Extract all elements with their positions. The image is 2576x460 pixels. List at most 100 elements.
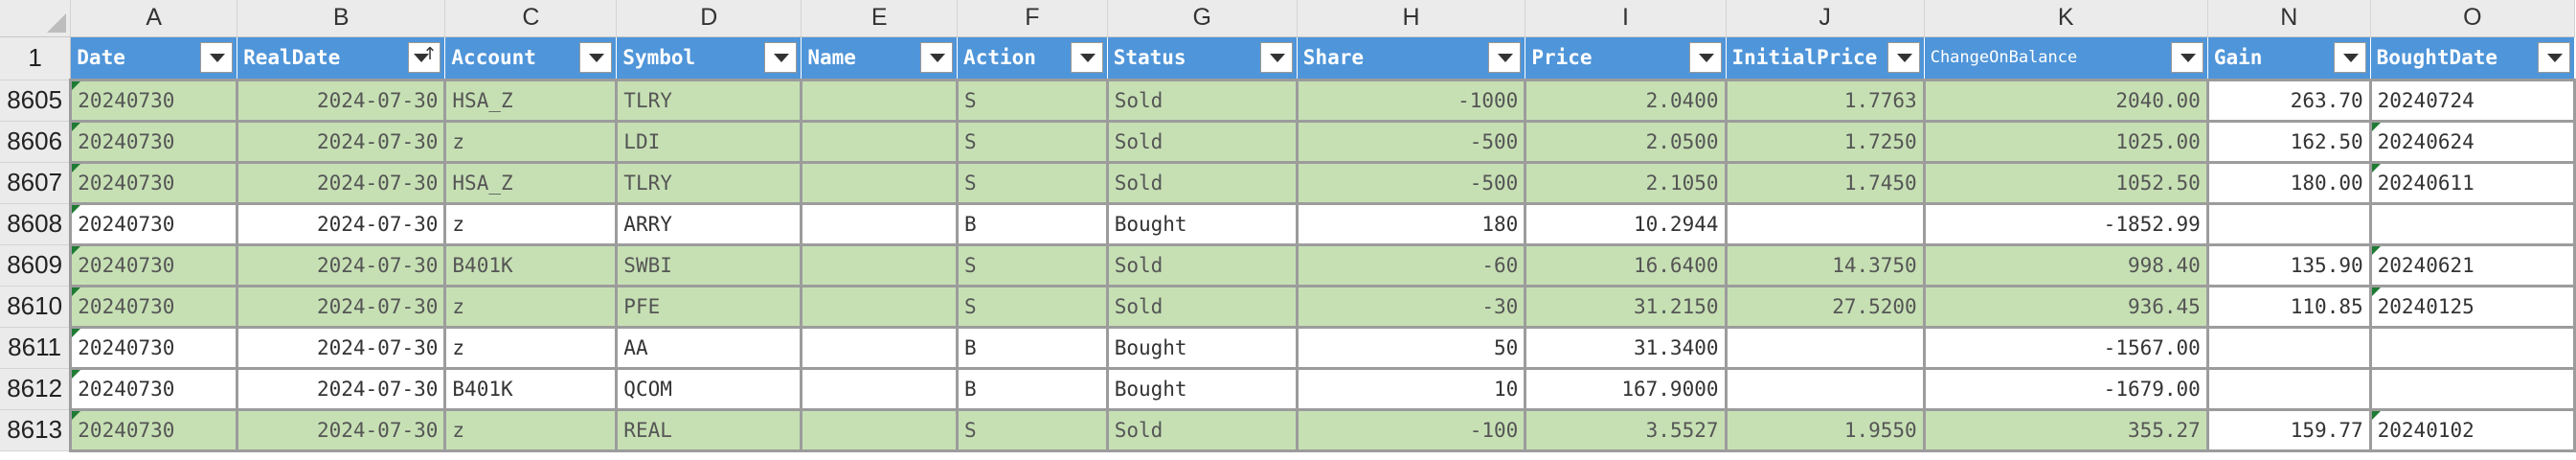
cell-account[interactable]: B401K (443, 366, 619, 411)
column-header-f[interactable]: F (957, 0, 1108, 37)
filter-dropdown-button[interactable] (200, 41, 234, 73)
filter-dropdown-button[interactable] (1070, 41, 1103, 73)
cell-date[interactable]: 20240730 (69, 407, 239, 452)
cell-change[interactable]: 355.27 (1922, 407, 2209, 452)
cell-bought[interactable]: 20240611 (2368, 160, 2576, 205)
cell-price[interactable]: 167.9000 (1524, 366, 1728, 411)
cell-realdate[interactable]: 2024-07-30 (236, 119, 447, 164)
filter-dropdown-button[interactable] (1688, 41, 1722, 73)
cell-gain[interactable] (2205, 366, 2372, 411)
cell-gain[interactable]: 162.50 (2205, 119, 2372, 164)
cell-date[interactable]: 20240730 (69, 284, 239, 329)
cell-name[interactable] (800, 160, 960, 205)
cell-share[interactable]: -1000 (1295, 78, 1527, 123)
cell-share[interactable]: 50 (1295, 325, 1527, 370)
cell-price[interactable]: 16.6400 (1524, 242, 1728, 288)
cell-initial[interactable]: 1.7450 (1724, 160, 1926, 205)
cell-share[interactable]: -100 (1295, 407, 1527, 452)
cell-bought[interactable]: 20240621 (2368, 242, 2576, 288)
cell-name[interactable] (800, 325, 960, 370)
cell-symbol[interactable]: AA (615, 325, 803, 370)
cell-price[interactable]: 2.0500 (1524, 119, 1728, 164)
cell-action[interactable]: S (956, 160, 1109, 205)
cell-change[interactable]: 2040.00 (1922, 78, 2209, 123)
row-number[interactable]: 8606 (0, 121, 72, 163)
cell-action[interactable]: B (956, 201, 1109, 246)
cell-gain[interactable]: 135.90 (2205, 242, 2372, 288)
cell-status[interactable]: Bought (1105, 201, 1299, 246)
cell-account[interactable]: B401K (443, 242, 619, 288)
filter-dropdown-button[interactable] (2333, 41, 2366, 73)
cell-change[interactable]: -1852.99 (1922, 201, 2209, 246)
cell-bought[interactable] (2368, 366, 2576, 411)
cell-symbol[interactable]: QCOM (615, 366, 803, 411)
cell-symbol[interactable]: REAL (615, 407, 803, 452)
cell-share[interactable]: 10 (1295, 366, 1527, 411)
cell-symbol[interactable]: TLRY (615, 160, 803, 205)
cell-initial[interactable]: 14.3750 (1724, 242, 1926, 288)
cell-date[interactable]: 20240730 (69, 366, 239, 411)
cell-price[interactable]: 31.2150 (1524, 284, 1728, 329)
filter-dropdown-button[interactable] (2170, 41, 2203, 73)
cell-name[interactable] (800, 78, 960, 123)
cell-realdate[interactable]: 2024-07-30 (236, 78, 447, 123)
cell-status[interactable]: Sold (1105, 119, 1299, 164)
cell-bought[interactable]: 20240624 (2368, 119, 2576, 164)
column-header-k[interactable]: K (1924, 0, 2208, 37)
filter-dropdown-button[interactable] (2538, 41, 2570, 73)
cell-initial[interactable]: 1.7250 (1724, 119, 1926, 164)
cell-status[interactable]: Bought (1105, 325, 1299, 370)
cell-status[interactable]: Sold (1105, 407, 1299, 452)
column-header-o[interactable]: O (2370, 0, 2576, 37)
filter-dropdown-button[interactable] (579, 41, 613, 73)
cell-status[interactable]: Sold (1105, 284, 1299, 329)
row-number[interactable]: 8612 (0, 368, 72, 410)
cell-symbol[interactable]: LDI (615, 119, 803, 164)
row-number[interactable]: 1 (0, 36, 72, 80)
cell-name[interactable] (800, 119, 960, 164)
filter-dropdown-button[interactable] (1887, 41, 1920, 73)
cell-date[interactable]: 20240730 (69, 78, 239, 123)
cell-action[interactable]: B (956, 325, 1109, 370)
cell-action[interactable]: S (956, 78, 1109, 123)
cell-date[interactable]: 20240730 (69, 160, 239, 205)
cell-price[interactable]: 10.2944 (1524, 201, 1728, 246)
cell-initial[interactable] (1724, 325, 1926, 370)
cell-account[interactable]: z (443, 407, 619, 452)
row-number[interactable]: 8607 (0, 162, 72, 204)
cell-name[interactable] (800, 242, 960, 288)
cell-status[interactable]: Sold (1105, 160, 1299, 205)
cell-action[interactable]: B (956, 366, 1109, 411)
cell-symbol[interactable]: SWBI (615, 242, 803, 288)
cell-change[interactable]: -1679.00 (1922, 366, 2209, 411)
cell-status[interactable]: Sold (1105, 78, 1299, 123)
row-number[interactable]: 8610 (0, 286, 72, 328)
cell-price[interactable]: 31.3400 (1524, 325, 1728, 370)
cell-share[interactable]: 180 (1295, 201, 1527, 246)
cell-bought[interactable]: 20240102 (2368, 407, 2576, 452)
row-number[interactable]: 8608 (0, 203, 72, 245)
cell-price[interactable]: 2.0400 (1524, 78, 1728, 123)
row-number[interactable]: 8613 (0, 409, 72, 451)
cell-action[interactable]: S (956, 407, 1109, 452)
column-header-b[interactable]: B (237, 0, 446, 37)
column-header-i[interactable]: I (1525, 0, 1727, 37)
cell-bought[interactable]: 20240125 (2368, 284, 2576, 329)
cell-account[interactable]: HSA_Z (443, 78, 619, 123)
cell-name[interactable] (800, 284, 960, 329)
cell-bought[interactable] (2368, 325, 2576, 370)
column-header-d[interactable]: D (616, 0, 802, 37)
cell-realdate[interactable]: 2024-07-30 (236, 242, 447, 288)
cell-account[interactable]: z (443, 119, 619, 164)
cell-share[interactable]: -500 (1295, 160, 1527, 205)
cell-action[interactable]: S (956, 119, 1109, 164)
cell-gain[interactable] (2205, 201, 2372, 246)
column-header-h[interactable]: H (1297, 0, 1526, 37)
cell-realdate[interactable]: 2024-07-30 (236, 160, 447, 205)
filter-dropdown-button[interactable] (764, 41, 798, 73)
filter-dropdown-button[interactable]: ↑ (408, 41, 441, 73)
cell-initial[interactable] (1724, 366, 1926, 411)
cell-realdate[interactable]: 2024-07-30 (236, 366, 447, 411)
column-header-c[interactable]: C (444, 0, 618, 37)
cell-bought[interactable]: 20240724 (2368, 78, 2576, 123)
